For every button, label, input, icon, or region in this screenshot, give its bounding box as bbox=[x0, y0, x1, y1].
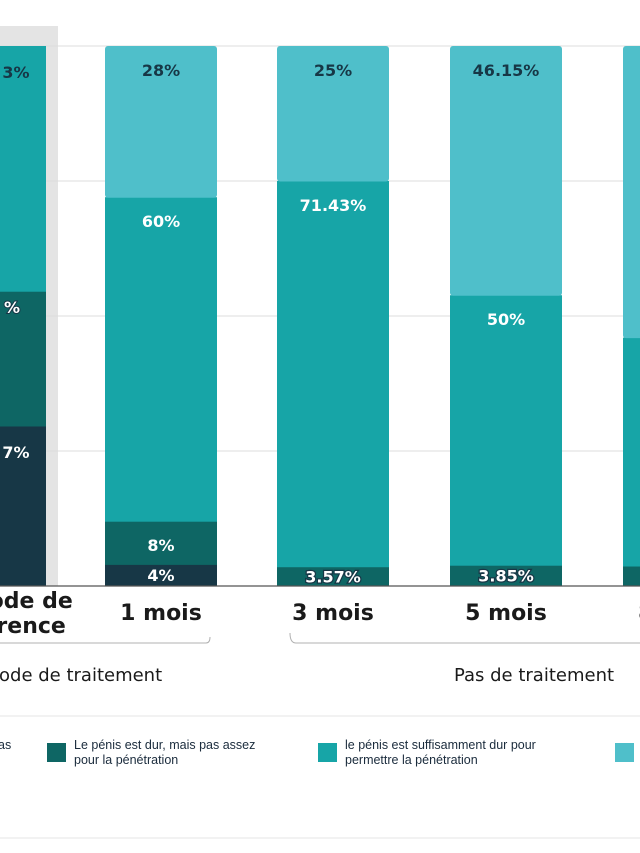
legend: as Le pénis est dur, mais pas assez pour… bbox=[0, 738, 634, 767]
category-label-1-line1: Période de bbox=[0, 589, 73, 614]
bar-segment-2-4 bbox=[105, 46, 217, 198]
bar-segment-2-1 bbox=[105, 564, 217, 587]
legend-text-3b: permettre la pénétration bbox=[345, 753, 478, 767]
partial-label-2: % bbox=[4, 298, 20, 317]
data-label-4-2: 3.85% bbox=[478, 567, 534, 586]
data-label-3-2: 3.57% bbox=[305, 567, 361, 586]
bar-segment-2-2 bbox=[105, 521, 217, 565]
bar-segment-2-3 bbox=[105, 197, 217, 522]
category-label-4: 5 mois bbox=[465, 601, 547, 626]
bar-segment-3-3 bbox=[277, 181, 389, 568]
bar-segment-3-4 bbox=[277, 46, 389, 182]
bar-segment-5-2 bbox=[623, 566, 640, 587]
bar-segment-5-4 bbox=[623, 46, 640, 339]
data-label-4-4: 46.15% bbox=[473, 61, 540, 80]
data-label-2-3: 60% bbox=[142, 212, 180, 231]
bar-segment-1-3 bbox=[0, 46, 46, 292]
group-label-no-treatment: Pas de traitement bbox=[454, 665, 614, 686]
legend-swatch-4 bbox=[615, 743, 634, 762]
partial-label-1: 3% bbox=[2, 63, 29, 82]
legend-text-2b: pour la pénétration bbox=[74, 753, 178, 767]
group-bracket-treatment bbox=[0, 636, 211, 644]
category-label-1-line2: référence bbox=[0, 614, 66, 639]
bar-segment-4-4 bbox=[450, 46, 562, 296]
category-labels: Période deréférence 1 mois 3 mois 5 mois 8 m… bbox=[0, 589, 640, 639]
legend-text-2a: Le pénis est dur, mais pas assez bbox=[74, 738, 255, 752]
data-label-3-3: 71.43% bbox=[300, 196, 367, 215]
data-label-3-4: 25% bbox=[314, 61, 352, 80]
bar-segment-4-2 bbox=[450, 565, 562, 587]
segment-labels: 4% 8% 60% 28% 3.57% 71.43% 25% 3.85% 50% 46.15% bbox=[142, 61, 540, 588]
category-label-5: 8 mois bbox=[638, 601, 640, 626]
bar-segment-4-3 bbox=[450, 295, 562, 566]
group-bracket-no-treatment bbox=[289, 632, 640, 644]
bar-segment-1-2 bbox=[0, 291, 46, 427]
legend-text-1: as bbox=[0, 738, 11, 752]
data-label-2-4: 28% bbox=[142, 61, 180, 80]
data-label-2-2: 8% bbox=[147, 536, 174, 555]
bar-segment-5-3 bbox=[623, 337, 640, 567]
bar-segment-3-2 bbox=[277, 566, 389, 587]
legend-text-3a: le pénis est suffisamment dur pour bbox=[345, 738, 536, 752]
legend-swatch-3 bbox=[318, 743, 337, 762]
category-label-3: 3 mois bbox=[292, 601, 374, 626]
partial-label-3: 7% bbox=[2, 443, 29, 462]
legend-swatch-2 bbox=[47, 743, 66, 762]
bar-segment-1-1 bbox=[0, 425, 46, 587]
category-label-2: 1 mois bbox=[120, 601, 202, 626]
bars bbox=[0, 46, 640, 587]
data-label-4-3: 50% bbox=[487, 310, 525, 329]
data-label-2-1: 4% bbox=[147, 566, 174, 585]
group-label-treatment: iode de traitement bbox=[0, 665, 162, 686]
